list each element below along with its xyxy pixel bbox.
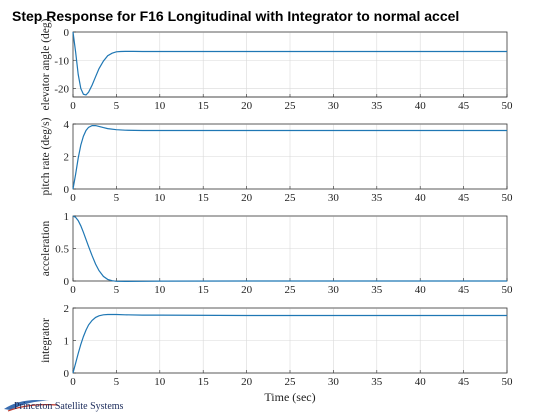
series-line-1 xyxy=(72,215,507,283)
x-tick-label: 45 xyxy=(458,192,470,204)
plot-border xyxy=(72,31,508,98)
y-tick-label: 1 xyxy=(64,336,70,348)
x-tick-label: 25 xyxy=(285,100,297,112)
x-tick-label: 50 xyxy=(502,376,514,388)
x-tick-label: 30 xyxy=(328,100,340,112)
y-tick-label: 4 xyxy=(64,119,70,131)
x-tick-label: 10 xyxy=(154,100,166,112)
x-tick-label: 30 xyxy=(328,284,340,296)
x-tick-label: 35 xyxy=(371,100,383,112)
princeton-logo xyxy=(4,400,59,412)
subplot-2: 0 5 10 15 20 25 30 35 40 45 50 0 2 4 pitch rate (deg/s… xyxy=(40,117,513,204)
y-tick-label: 2 xyxy=(64,152,70,164)
x-tick-label: 5 xyxy=(114,100,120,112)
x-tick-label: 15 xyxy=(198,284,210,296)
y-axis-label: integrator xyxy=(40,318,52,363)
logo-arc-icon xyxy=(7,404,59,412)
subplot-4: 0 5 10 15 20 25 30 35 40 45 50 0 1 2 integrator Time (s… xyxy=(40,303,513,404)
plot-border xyxy=(72,123,508,190)
x-tick-label: 40 xyxy=(415,376,427,388)
series-line-1 xyxy=(72,31,507,96)
x-tick-label: 30 xyxy=(328,376,340,388)
x-tick-label: 25 xyxy=(285,192,297,204)
subplot-1: 0 5 10 15 20 25 30 35 40 45 50 -20 -10 0 elevator angl… xyxy=(40,18,513,112)
x-tick-label: 10 xyxy=(154,192,166,204)
x-tick-label: 50 xyxy=(502,192,514,204)
y-tick-label: 0.5 xyxy=(55,244,69,256)
x-tick-label: 15 xyxy=(198,192,210,204)
x-tick-label: 20 xyxy=(241,192,253,204)
x-tick-label: 40 xyxy=(415,100,427,112)
subplot-3: 0 5 10 15 20 25 30 35 40 45 50 0 0.5 1 acceleration xyxy=(40,211,513,296)
y-tick-label: 1 xyxy=(64,211,70,223)
figure-title: Step Response for F16 Longitudinal with … xyxy=(12,8,459,24)
series-line-1 xyxy=(72,313,507,374)
x-tick-label: 50 xyxy=(502,284,514,296)
x-tick-label: 50 xyxy=(502,100,514,112)
y-tick-label: 0 xyxy=(64,184,70,196)
x-tick-label: 40 xyxy=(415,192,427,204)
x-tick-label: 25 xyxy=(285,376,297,388)
y-tick-label: -10 xyxy=(54,55,69,67)
x-tick-label: 0 xyxy=(70,192,76,204)
x-tick-label: 45 xyxy=(458,284,470,296)
x-tick-label: 35 xyxy=(371,376,383,388)
x-tick-label: 45 xyxy=(458,376,470,388)
x-tick-label: 0 xyxy=(70,376,76,388)
x-tick-label: 15 xyxy=(198,376,210,388)
plot-border xyxy=(72,307,508,374)
x-tick-label: 0 xyxy=(70,284,76,296)
x-tick-label: 5 xyxy=(114,376,120,388)
logo-swoosh-icon xyxy=(4,400,50,410)
y-tick-label: 0 xyxy=(64,27,70,39)
x-tick-label: 35 xyxy=(371,192,383,204)
x-tick-label: 0 xyxy=(70,100,76,112)
y-tick-label: 0 xyxy=(64,368,70,380)
x-tick-label: 20 xyxy=(241,284,253,296)
x-tick-label: 45 xyxy=(458,100,470,112)
y-tick-label: 2 xyxy=(64,303,70,315)
y-tick-label: -20 xyxy=(54,84,69,96)
x-tick-label: 30 xyxy=(328,192,340,204)
x-axis-label: Time (sec) xyxy=(264,390,315,404)
x-tick-label: 25 xyxy=(285,284,297,296)
y-axis-label: elevator angle (deg) xyxy=(40,18,52,110)
y-axis-label: acceleration xyxy=(40,220,52,276)
x-tick-label: 35 xyxy=(371,284,383,296)
x-tick-label: 10 xyxy=(154,284,166,296)
x-tick-label: 20 xyxy=(241,376,253,388)
x-tick-label: 10 xyxy=(154,376,166,388)
y-tick-label: 0 xyxy=(64,276,70,288)
x-tick-label: 15 xyxy=(198,100,210,112)
y-axis-label: pitch rate (deg/s) xyxy=(40,117,52,195)
x-tick-label: 5 xyxy=(114,192,120,204)
logo-text: Princeton Satellite Systems xyxy=(14,401,124,412)
x-tick-label: 5 xyxy=(114,284,120,296)
series-line-1 xyxy=(72,124,507,190)
x-tick-label: 20 xyxy=(241,100,253,112)
x-tick-label: 40 xyxy=(415,284,427,296)
